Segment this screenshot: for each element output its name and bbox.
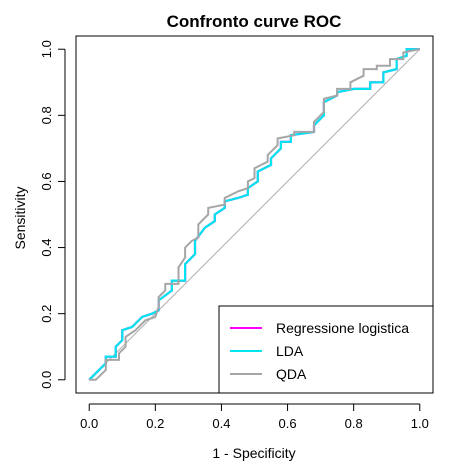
x-tick-label: 0.2 xyxy=(146,416,164,431)
y-tick-label: 0.2 xyxy=(39,305,54,323)
legend-label-regressione-logistica: Regressione logistica xyxy=(276,320,409,336)
x-tick-label: 1.0 xyxy=(411,416,429,431)
axis-layer: 0.0 0.0 0.2 0.2 0.4 0.4 0.6 0.6 0.8 0.8 1.0 1.0 xyxy=(39,40,429,431)
x-tick-label: 0.8 xyxy=(345,416,363,431)
series-line-qda xyxy=(89,48,420,381)
series-layer xyxy=(88,48,420,381)
y-axis-label: Sensitivity xyxy=(12,186,28,249)
reference-diagonal-layer xyxy=(88,48,421,381)
legend-box xyxy=(218,305,434,394)
y-tick-label: 0.4 xyxy=(39,239,54,257)
x-tick-label: 0.4 xyxy=(212,416,230,431)
legend-label-lda: LDA xyxy=(276,343,304,359)
legend-label-qda: QDA xyxy=(276,366,307,382)
legend: Regressione logistica LDA QDA xyxy=(218,305,434,394)
x-axis-label: 1 - Specificity xyxy=(212,445,295,461)
x-tick-label: 0.6 xyxy=(279,416,297,431)
series-line-lda xyxy=(88,48,420,381)
y-tick-label: 1.0 xyxy=(39,40,54,58)
y-tick-label: 0.8 xyxy=(39,106,54,124)
y-tick-label: 0.6 xyxy=(39,172,54,190)
reference-diagonal xyxy=(88,48,421,381)
chart-title: Confronto curve ROC xyxy=(167,12,342,31)
x-tick-label: 0.0 xyxy=(80,416,98,431)
y-tick-label: 0.0 xyxy=(39,371,54,389)
